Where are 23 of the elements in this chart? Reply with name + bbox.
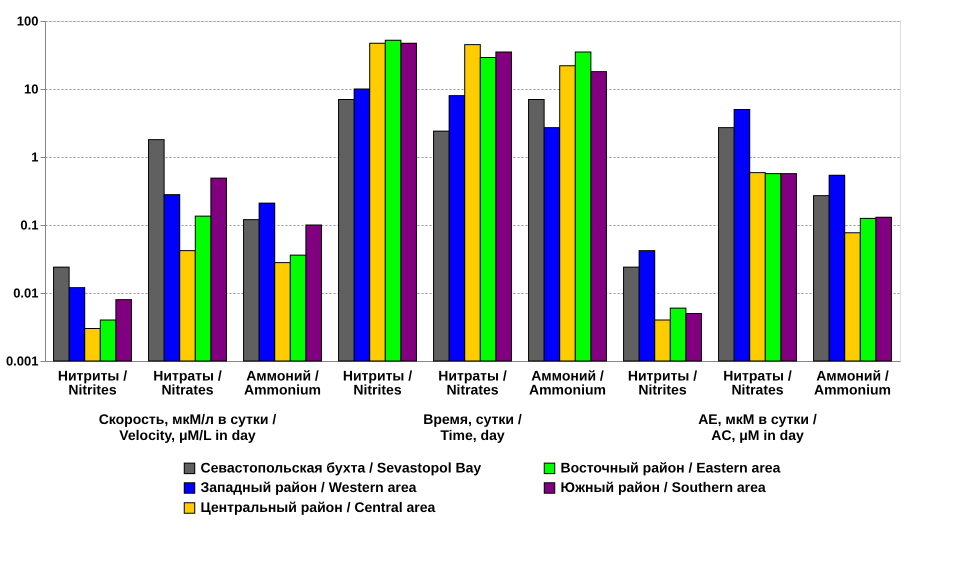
x-tick-label: Нитраты / Nitrates [723,368,792,398]
y-tick-label: 0.01 [13,286,38,300]
y-tick-label: 0.001 [6,354,38,368]
x-tick-label: Нитраты / Nitrates [438,368,507,398]
y-tick-label: 1 [31,150,38,164]
x-tick-label: Аммоний / Ammonium [814,368,891,398]
x-tick-label: Нитриты / Nitrites [342,368,412,398]
text: Скорость, мкМ/л в сутки / Velocity, μM/L in day [98,411,276,443]
legend-label: Южный район / Southern area [560,479,766,495]
y-tick-label: 0.1 [20,218,38,232]
x-tick-label: Аммоний / Ammonium [244,368,321,398]
x-tick-label: Нитраты / Nitrates [153,368,222,398]
x-tick-label: Аммоний / Ammonium [529,368,606,398]
legend-label: Восточный район / Eastern area [560,459,781,476]
x-tick-label: Нитриты / Nitrites [58,368,128,398]
y-tick-label: 100 [16,14,38,28]
legend-label: Западный район / Western area [200,479,417,495]
x-tick-label: Нитриты / Nitrites [628,368,698,398]
legend-label: Центральный район / Central area [200,499,436,515]
text: АЕ, мкМ в сутки / AC, μM in day [698,411,817,443]
legend-label: Севастопольская бухта / Sevastopol Bay [200,459,482,476]
text: Время, сутки / Time, day [423,411,522,443]
y-tick-label: 10 [24,82,38,96]
